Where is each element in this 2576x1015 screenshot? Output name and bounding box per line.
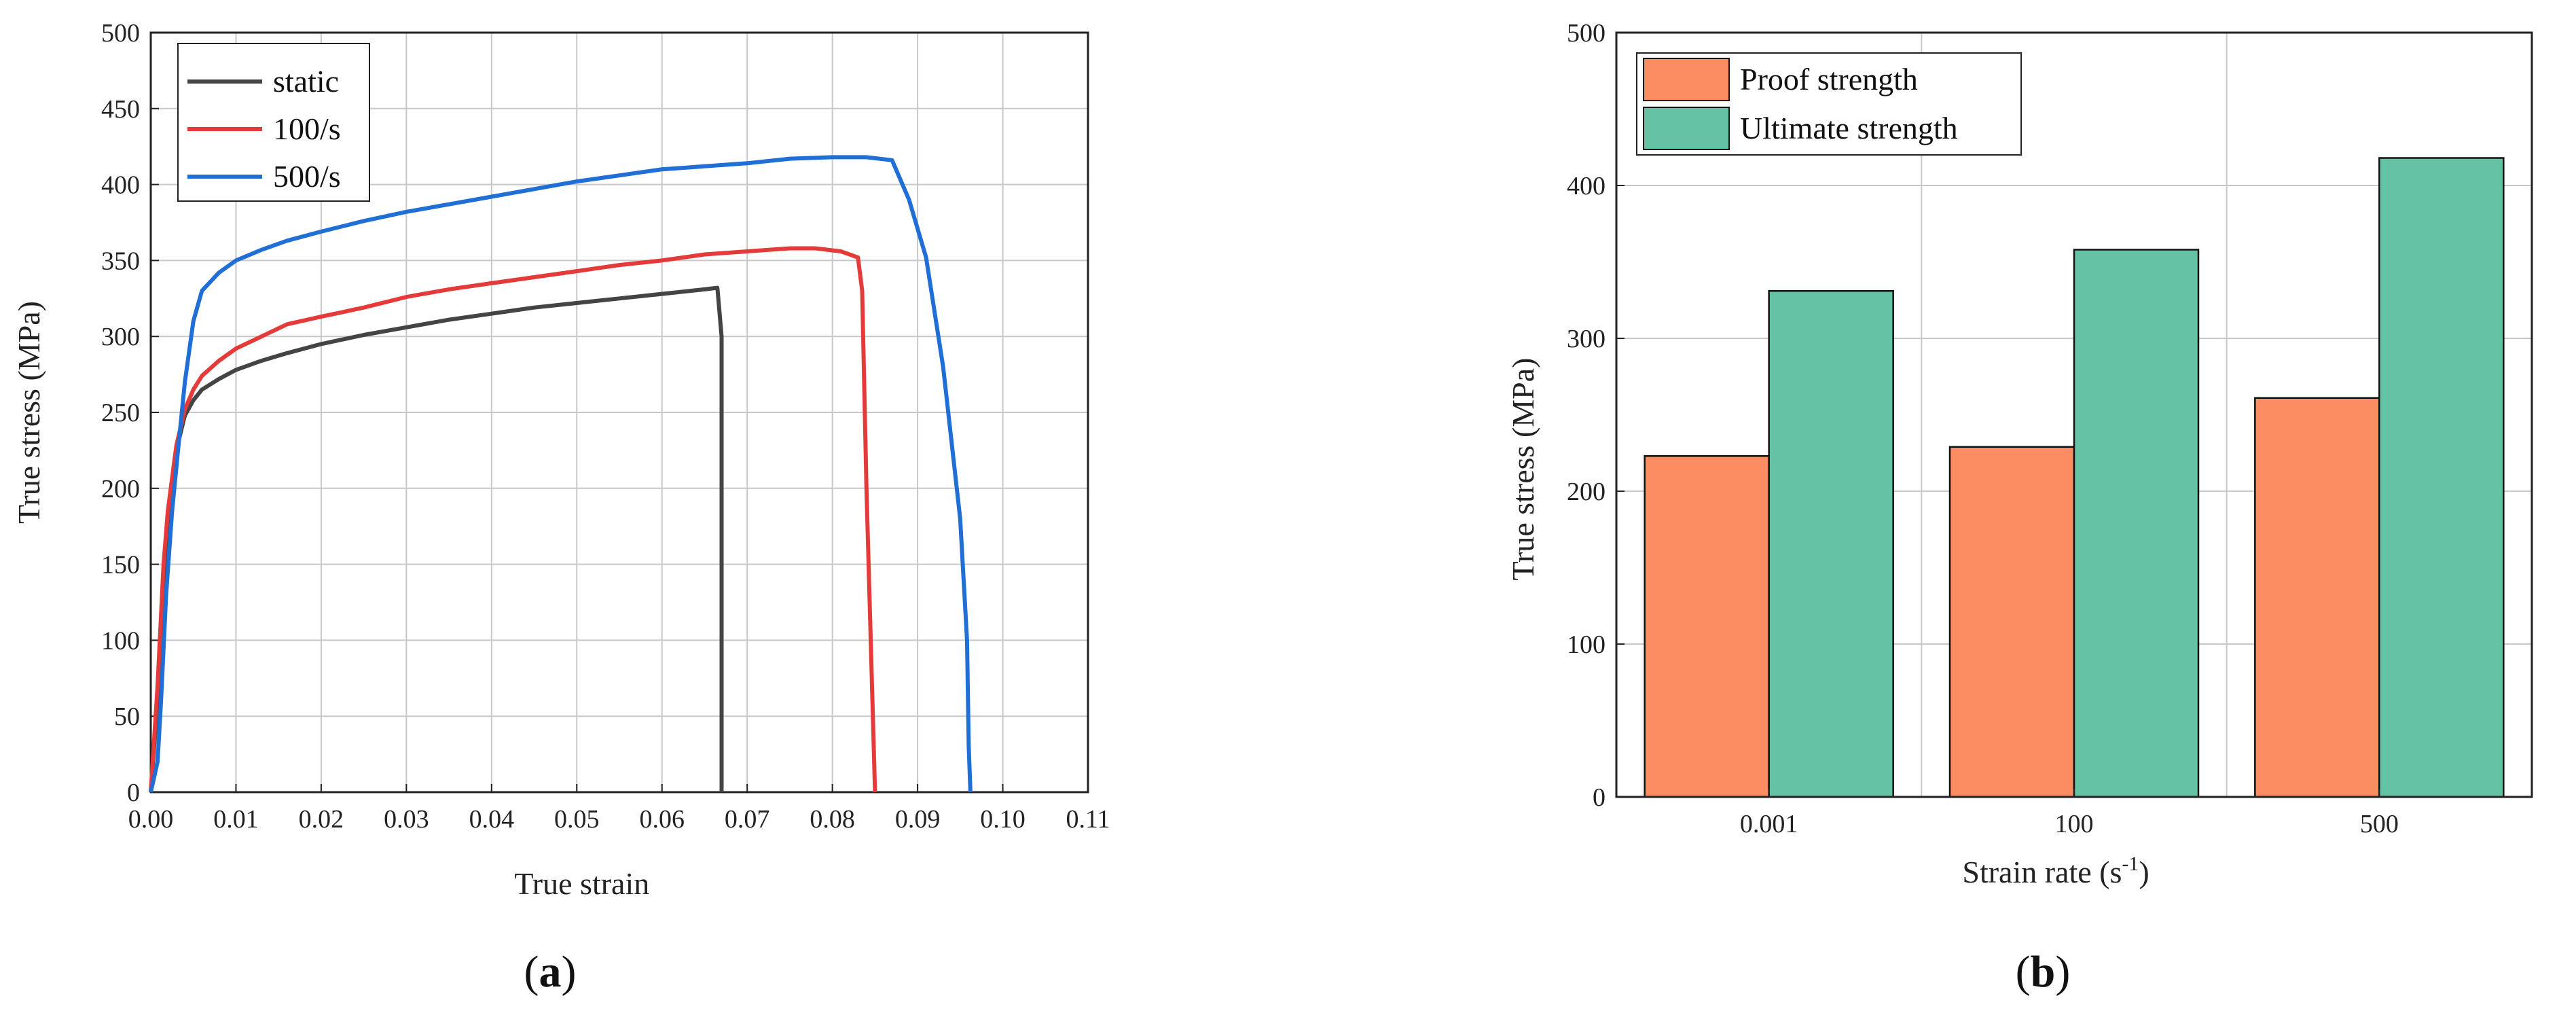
bar-proof-strength bbox=[1644, 455, 1770, 798]
y-tick-label: 100 bbox=[101, 626, 140, 655]
chart-a: 0.00 0.01 0.02 0.03 0.04 0.05 0.06 0.07 0.08 0.09… bbox=[12, 19, 1110, 997]
y-tick-label: 0 bbox=[127, 779, 140, 807]
chart-a-legend: static 100/s 500/s bbox=[177, 43, 370, 202]
y-tick-label: 200 bbox=[101, 475, 140, 503]
chart-b-x-axis-label: Strain rate (s-1) bbox=[1962, 853, 2149, 889]
y-tick-label: 250 bbox=[101, 399, 140, 427]
y-tick-label: 100 bbox=[1567, 630, 1606, 659]
y-tick-label: 50 bbox=[114, 702, 140, 731]
chart-b: 0 100 200 300 400 500 0.001 100 500 Proof streng… bbox=[1506, 19, 2533, 997]
chart-a-grid bbox=[151, 33, 1088, 792]
legend-label: Proof strength bbox=[1740, 62, 1918, 96]
x-tick-label: 0.05 bbox=[554, 805, 600, 834]
y-tick-label: 500 bbox=[101, 19, 140, 48]
y-tick-label: 350 bbox=[101, 247, 140, 275]
y-tick-label: 400 bbox=[101, 171, 140, 200]
x-tick-label: 0.04 bbox=[469, 805, 515, 834]
chart-b-panel-label: (b) bbox=[2016, 947, 2071, 997]
bar-proof-strength bbox=[1948, 446, 2075, 798]
x-label-main: Strain rate (s bbox=[1962, 855, 2122, 889]
x-tick-label: 0.001 bbox=[1740, 810, 1798, 838]
chart-b-legend: Proof strength Ultimate strength bbox=[1636, 52, 2022, 156]
y-tick-label: 300 bbox=[101, 323, 140, 351]
x-tick-label: 0.10 bbox=[980, 805, 1026, 834]
chart-a-panel-label: (a) bbox=[524, 947, 577, 997]
chart-a-tick-labels: 0.00 0.01 0.02 0.03 0.04 0.05 0.06 0.07 0.08 0.09… bbox=[101, 19, 1110, 834]
chart-b-bars bbox=[1644, 157, 2505, 798]
y-tick-label: 400 bbox=[1567, 172, 1606, 200]
x-tick-label: 500 bbox=[2360, 810, 2399, 838]
legend-label: 100/s bbox=[273, 111, 341, 146]
chart-b-y-axis-label: True stress (MPa) bbox=[1506, 358, 1540, 581]
x-tick-label: 0.06 bbox=[639, 805, 685, 834]
y-tick-label: 450 bbox=[101, 95, 140, 124]
x-tick-label: 0.03 bbox=[384, 805, 429, 834]
x-tick-label: 0.09 bbox=[895, 805, 941, 834]
x-tick-label: 100 bbox=[2055, 810, 2094, 838]
legend-swatch bbox=[1643, 58, 1730, 101]
x-tick-label: 0.00 bbox=[128, 805, 174, 834]
chart-a-y-axis-label: True stress (MPa) bbox=[12, 301, 46, 524]
x-tick-label: 0.11 bbox=[1066, 805, 1110, 834]
y-tick-label: 200 bbox=[1567, 478, 1606, 506]
bar-ultimate-strength bbox=[2073, 249, 2200, 798]
chart-b-tick-labels: 0 100 200 300 400 500 0.001 100 500 bbox=[1567, 19, 2399, 838]
legend-label: 500/s bbox=[273, 159, 341, 194]
bar-ultimate-strength bbox=[1768, 290, 1894, 798]
series-line-100-s bbox=[149, 246, 877, 793]
legend-label: Ultimate strength bbox=[1740, 111, 1958, 145]
y-tick-label: 500 bbox=[1567, 19, 1606, 48]
legend-label: static bbox=[273, 64, 339, 99]
chart-a-x-axis-label: True strain bbox=[514, 866, 649, 901]
x-tick-label: 0.08 bbox=[810, 805, 855, 834]
legend-swatch bbox=[1643, 107, 1730, 150]
x-tick-label: 0.02 bbox=[299, 805, 344, 834]
x-label-end: ) bbox=[2139, 855, 2149, 889]
series-line-500-s bbox=[149, 155, 973, 793]
x-tick-label: 0.01 bbox=[213, 805, 259, 834]
y-tick-label: 0 bbox=[1593, 783, 1606, 812]
x-label-superscript: -1 bbox=[2122, 853, 2139, 875]
chart-a-series bbox=[149, 155, 973, 793]
bar-ultimate-strength bbox=[2378, 157, 2505, 798]
bar-proof-strength bbox=[2254, 397, 2380, 798]
x-tick-label: 0.07 bbox=[725, 805, 770, 834]
y-tick-label: 150 bbox=[101, 551, 140, 580]
y-tick-label: 300 bbox=[1567, 325, 1606, 353]
